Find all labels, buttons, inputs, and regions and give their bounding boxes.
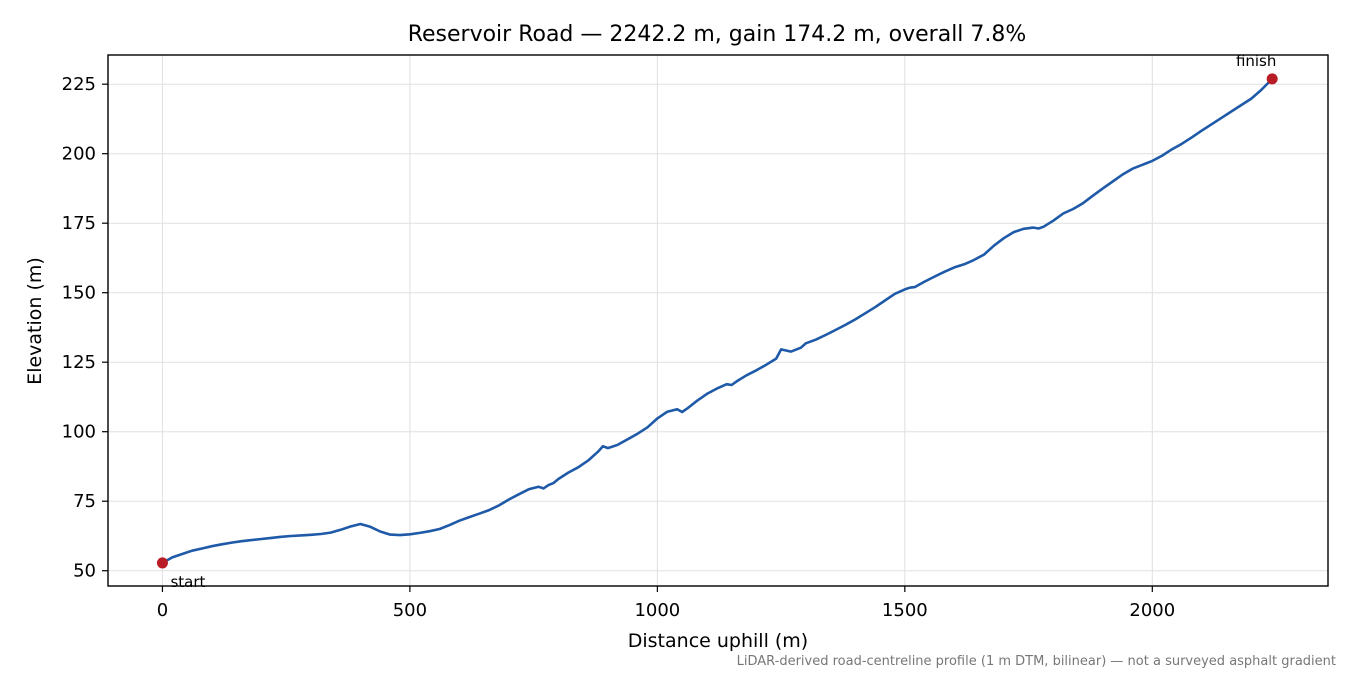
x-axis-label: Distance uphill (m) <box>628 630 808 652</box>
y-axis-label: Elevation (m) <box>24 257 46 385</box>
elevation-line <box>161 77 1274 565</box>
y-tick-label: 175 <box>62 213 96 234</box>
x-tick-label: 1500 <box>882 600 928 621</box>
y-tick-label: 100 <box>62 422 96 443</box>
y-axis: 50 75 100 125 150 175 200 225 <box>62 74 108 582</box>
finish-label: finish <box>1236 52 1276 70</box>
y-tick-label: 75 <box>73 491 96 512</box>
y-tick-label: 225 <box>62 74 96 95</box>
start-label: start <box>170 573 205 591</box>
chart-title: Reservoir Road — 2242.2 m, gain 174.2 m,… <box>408 22 1027 47</box>
y-tick-label: 125 <box>62 352 96 373</box>
y-tick-label: 200 <box>62 144 96 165</box>
x-tick-label: 1000 <box>634 600 680 621</box>
x-tick-label: 0 <box>157 600 168 621</box>
start-marker <box>156 557 168 569</box>
finish-marker <box>1266 73 1278 85</box>
y-tick-label: 50 <box>73 561 96 582</box>
plot-frame <box>107 54 1329 587</box>
grid <box>108 55 1328 586</box>
x-axis: 0 500 1000 1500 2000 <box>157 586 1175 621</box>
plot-area: start finish <box>156 52 1278 591</box>
x-tick-label: 2000 <box>1129 600 1175 621</box>
x-tick-label: 500 <box>393 600 427 621</box>
y-tick-label: 150 <box>62 283 96 304</box>
caption-note: LiDAR-derived road-centreline profile (1… <box>737 654 1336 669</box>
